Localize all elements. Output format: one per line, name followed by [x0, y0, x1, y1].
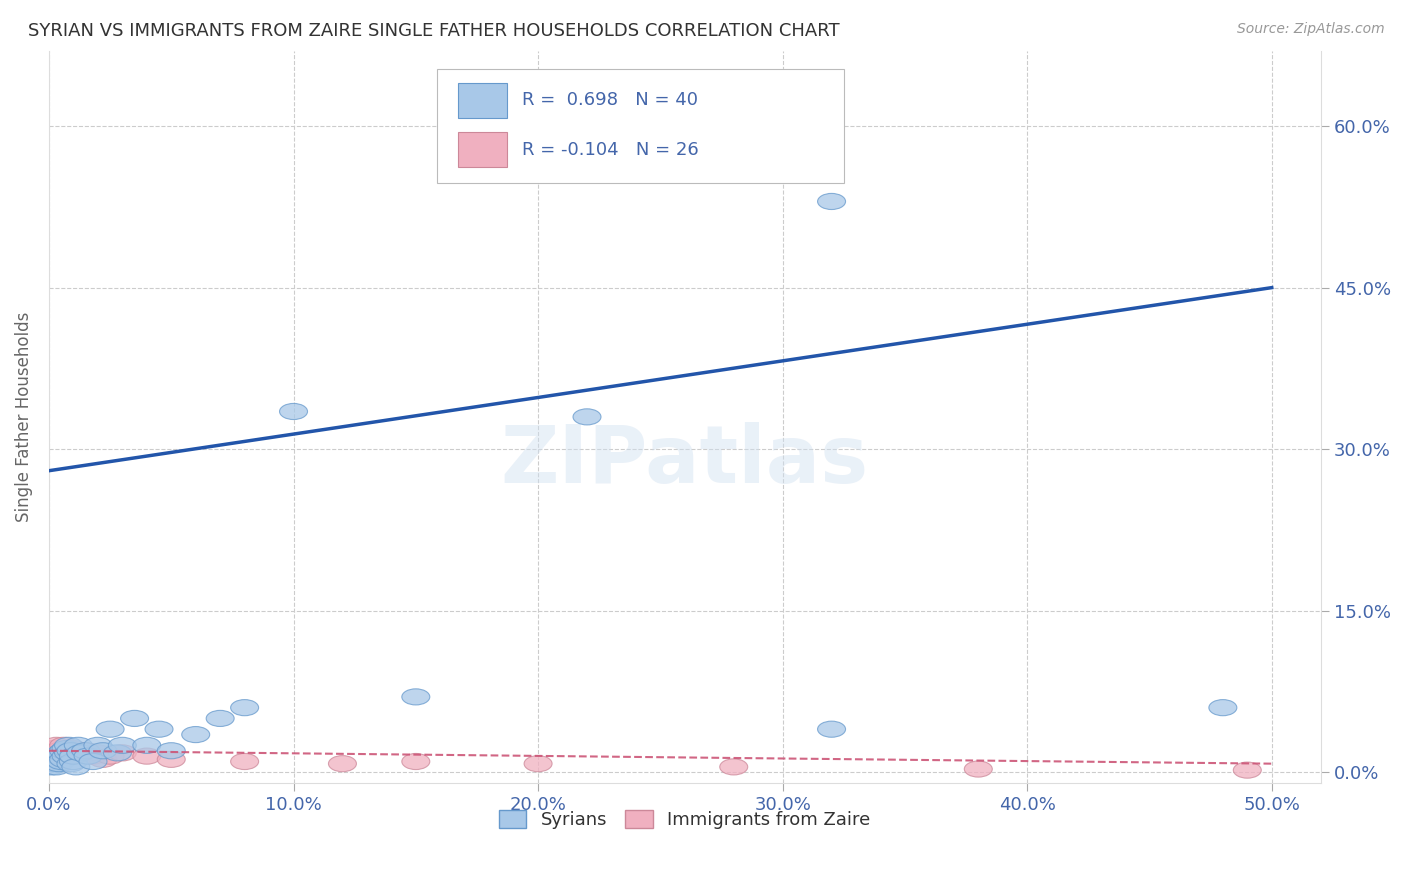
- Ellipse shape: [48, 745, 75, 761]
- Ellipse shape: [58, 748, 84, 764]
- Ellipse shape: [42, 751, 70, 767]
- Ellipse shape: [62, 759, 90, 775]
- Ellipse shape: [402, 754, 430, 770]
- Ellipse shape: [49, 738, 77, 754]
- Ellipse shape: [84, 738, 112, 754]
- Ellipse shape: [49, 743, 77, 759]
- Ellipse shape: [108, 745, 136, 761]
- Ellipse shape: [75, 748, 103, 764]
- Ellipse shape: [329, 756, 357, 772]
- Text: SYRIAN VS IMMIGRANTS FROM ZAIRE SINGLE FATHER HOUSEHOLDS CORRELATION CHART: SYRIAN VS IMMIGRANTS FROM ZAIRE SINGLE F…: [28, 22, 839, 40]
- Ellipse shape: [48, 754, 75, 770]
- Ellipse shape: [45, 756, 73, 772]
- Ellipse shape: [89, 743, 117, 759]
- FancyBboxPatch shape: [458, 132, 506, 167]
- Ellipse shape: [72, 743, 100, 759]
- Ellipse shape: [38, 745, 66, 761]
- Ellipse shape: [49, 751, 77, 767]
- Ellipse shape: [39, 754, 67, 770]
- Ellipse shape: [108, 738, 136, 754]
- Ellipse shape: [65, 738, 93, 754]
- Ellipse shape: [55, 745, 83, 761]
- FancyBboxPatch shape: [437, 69, 844, 183]
- Ellipse shape: [817, 721, 845, 738]
- Text: ZIPatlas: ZIPatlas: [501, 422, 869, 500]
- Ellipse shape: [402, 689, 430, 705]
- Ellipse shape: [79, 754, 107, 770]
- Ellipse shape: [89, 751, 117, 767]
- Ellipse shape: [181, 726, 209, 743]
- Ellipse shape: [52, 745, 80, 761]
- Ellipse shape: [48, 748, 75, 764]
- Ellipse shape: [817, 194, 845, 210]
- Ellipse shape: [157, 751, 186, 767]
- Ellipse shape: [55, 738, 83, 754]
- Ellipse shape: [52, 748, 80, 764]
- Ellipse shape: [79, 748, 107, 764]
- Ellipse shape: [45, 743, 73, 759]
- Ellipse shape: [720, 759, 748, 775]
- Ellipse shape: [65, 745, 93, 761]
- Ellipse shape: [207, 710, 235, 726]
- Y-axis label: Single Father Households: Single Father Households: [15, 311, 32, 522]
- Ellipse shape: [55, 743, 83, 759]
- Text: Source: ZipAtlas.com: Source: ZipAtlas.com: [1237, 22, 1385, 37]
- Ellipse shape: [231, 754, 259, 770]
- Ellipse shape: [58, 743, 84, 759]
- Ellipse shape: [52, 740, 80, 756]
- Ellipse shape: [157, 743, 186, 759]
- Ellipse shape: [145, 721, 173, 738]
- Legend: Syrians, Immigrants from Zaire: Syrians, Immigrants from Zaire: [492, 803, 877, 837]
- Ellipse shape: [72, 743, 100, 759]
- Ellipse shape: [1233, 762, 1261, 778]
- Ellipse shape: [45, 748, 73, 764]
- Ellipse shape: [38, 759, 66, 775]
- Ellipse shape: [132, 738, 160, 754]
- Ellipse shape: [58, 756, 84, 772]
- Ellipse shape: [132, 748, 160, 764]
- Ellipse shape: [39, 756, 67, 772]
- FancyBboxPatch shape: [458, 83, 506, 118]
- Ellipse shape: [59, 748, 87, 764]
- Text: R = -0.104   N = 26: R = -0.104 N = 26: [522, 141, 699, 159]
- Ellipse shape: [231, 699, 259, 715]
- Ellipse shape: [66, 745, 94, 761]
- Ellipse shape: [121, 710, 149, 726]
- Ellipse shape: [42, 759, 70, 775]
- Ellipse shape: [96, 748, 124, 764]
- Ellipse shape: [965, 761, 993, 777]
- Ellipse shape: [42, 738, 70, 754]
- Ellipse shape: [104, 745, 131, 761]
- Ellipse shape: [84, 745, 112, 761]
- Ellipse shape: [280, 403, 308, 419]
- Text: R =  0.698   N = 40: R = 0.698 N = 40: [522, 92, 697, 110]
- Ellipse shape: [59, 754, 87, 770]
- Ellipse shape: [524, 756, 553, 772]
- Ellipse shape: [1209, 699, 1237, 715]
- Ellipse shape: [574, 409, 600, 425]
- Ellipse shape: [96, 721, 124, 738]
- Ellipse shape: [59, 740, 87, 756]
- Ellipse shape: [39, 740, 67, 756]
